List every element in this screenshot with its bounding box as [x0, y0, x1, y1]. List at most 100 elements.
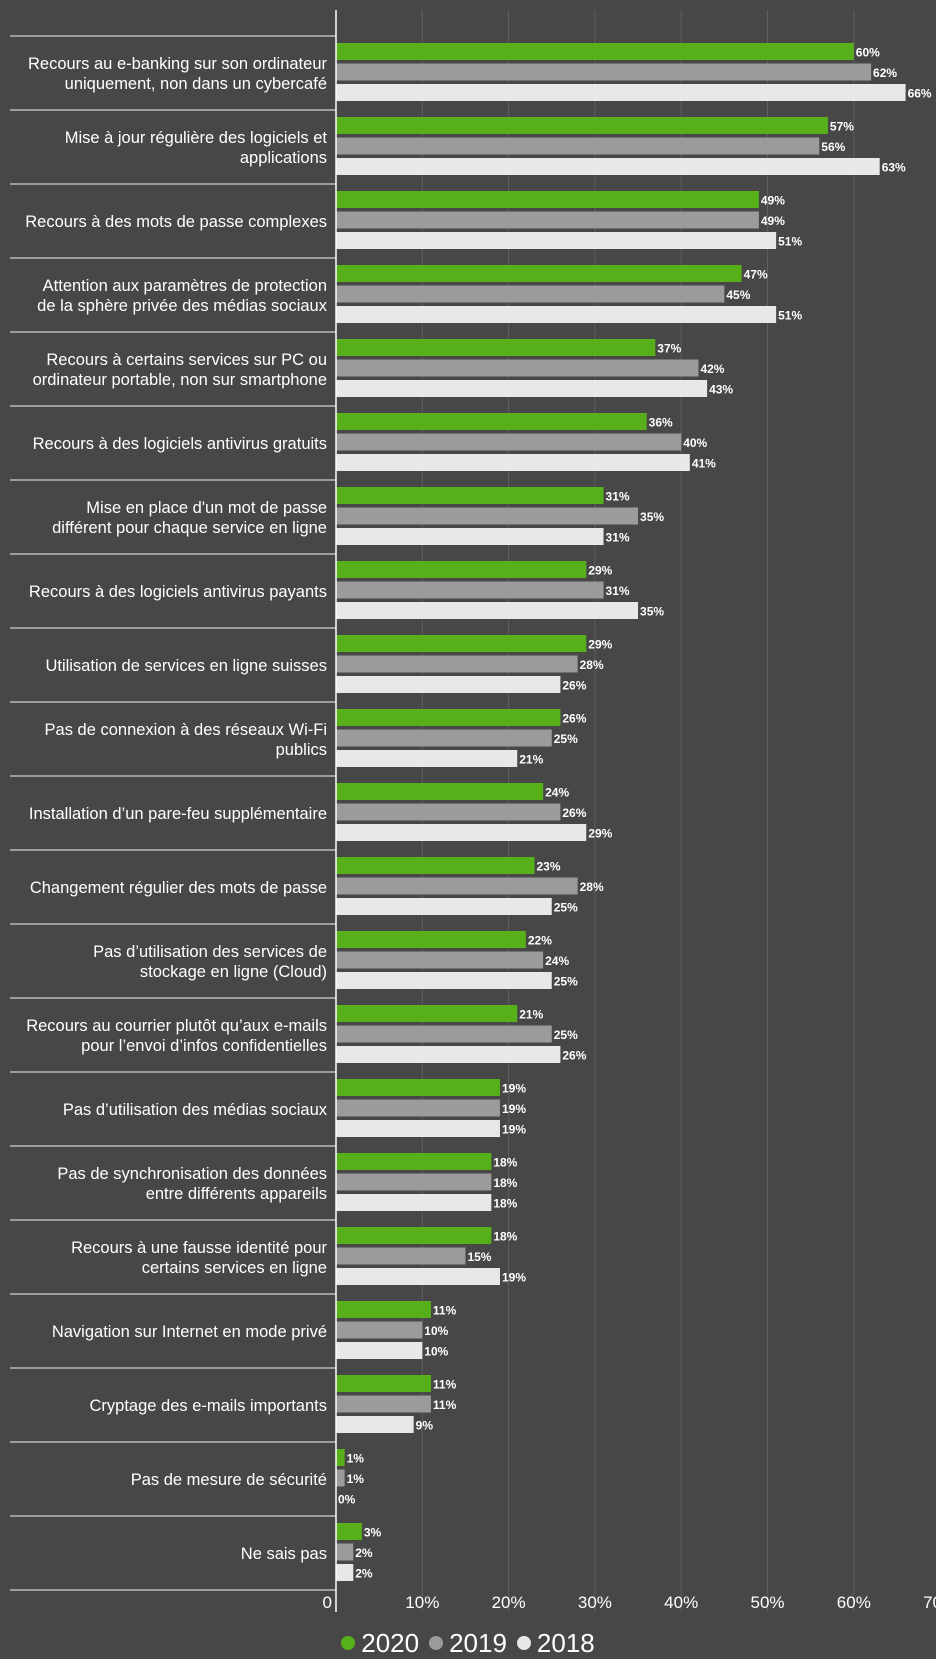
bar-2018: [336, 750, 518, 767]
bar-2020: [336, 1227, 492, 1244]
x-tick-label: 10%: [405, 1593, 439, 1612]
data-label-2019: 11%: [433, 1398, 457, 1412]
data-label-2019: 24%: [545, 954, 569, 968]
legend-item-2018: 2018: [516, 1628, 595, 1659]
bar-2020: [336, 1523, 362, 1540]
data-label-2018: 19%: [502, 1271, 526, 1285]
bar-2019: [336, 1469, 345, 1487]
data-label-2019: 42%: [700, 362, 724, 376]
category-label-line: Pas d’utilisation des médias sociaux: [63, 1101, 328, 1119]
bar-2019: [336, 729, 552, 747]
x-axis-tick-labels: 0 10% 20% 30% 40% 50% 60% 70%: [323, 1593, 936, 1612]
data-label-2019: 10%: [424, 1324, 448, 1338]
data-label-2018: 9%: [416, 1419, 434, 1433]
category-label: Recours à des logiciels antivirus gratui…: [33, 435, 327, 453]
bar-2019: [336, 1543, 354, 1561]
bar-2018: [336, 380, 708, 397]
bar-2020: [336, 561, 587, 578]
x-tick-label: 60%: [837, 1593, 871, 1612]
bar-2018: [336, 454, 690, 471]
category-label: Utilisation de services en ligne suisses: [45, 657, 327, 675]
data-label-2018: 19%: [502, 1123, 526, 1137]
category-label-line: Changement régulier des mots de passe: [30, 879, 327, 897]
data-label-2020: 24%: [545, 786, 569, 800]
bars: [336, 43, 906, 1581]
category-label-line: ordinateur portable, non sur smartphone: [33, 371, 327, 389]
value-labels: 60% 62% 66% 57% 56% 63% 49% 49% 51% 47% 45% 51% 37% 4…: [338, 46, 932, 1581]
category-label-line: Pas de synchronisation des données: [57, 1165, 327, 1183]
bar-2018: [336, 158, 880, 175]
legend-dot-2020: [341, 1636, 356, 1650]
category-label-line: Cryptage des e-mails importants: [89, 1397, 327, 1415]
bar-2020: [336, 931, 526, 948]
data-label-2018: 26%: [562, 679, 586, 693]
bar-2019: [336, 1395, 431, 1413]
data-label-2019: 49%: [761, 214, 785, 228]
bar-2019: [336, 137, 820, 155]
bar-2018: [336, 1194, 492, 1211]
category-label: Mise en place d'un mot de passe différent…: [52, 499, 327, 537]
legend-item-2019: 2019: [429, 1628, 507, 1659]
category-label-line: Installation d’un pare-feu supplémentair…: [29, 805, 327, 823]
category-label-line: Ne sais pas: [241, 1545, 327, 1563]
category-label: Cryptage des e-mails importants: [89, 1397, 327, 1415]
bar-2019: [336, 211, 759, 229]
category-label: Pas de connexion à des réseaux Wi-Fi publ…: [45, 721, 327, 759]
legend-item-2020: 2020: [341, 1628, 419, 1659]
data-label-2018: 0%: [338, 1493, 356, 1507]
data-label-2018: 10%: [424, 1345, 448, 1359]
category-label-line: Attention aux paramètres de protection: [43, 277, 327, 295]
data-label-2020: 29%: [588, 638, 612, 652]
bar-2018: [336, 1046, 561, 1063]
bar-2020: [336, 339, 656, 356]
bar-2018: [336, 232, 777, 249]
data-label-2020: 22%: [528, 934, 552, 948]
x-tick-label: 50%: [750, 1593, 784, 1612]
category-label: Pas de mesure de sécurité: [131, 1471, 327, 1489]
bar-2020: [336, 709, 561, 726]
bar-2019: [336, 1321, 423, 1339]
bar-2019: [336, 285, 725, 303]
data-label-2018: 25%: [554, 901, 578, 915]
bar-2020: [336, 857, 535, 874]
data-label-2019: 28%: [580, 880, 604, 894]
category-label-line: Recours au e-banking sur son ordinateur: [28, 55, 328, 73]
category-label-line: Recours à des logiciels antivirus payant…: [29, 583, 327, 601]
category-label-line: Navigation sur Internet en mode privé: [52, 1323, 327, 1341]
category-label-line: Recours à une fausse identité pour: [71, 1239, 327, 1257]
bar-2020: [336, 191, 759, 208]
category-label-line: différent pour chaque service en ligne: [52, 519, 327, 537]
legend: 2020 2019 2018: [0, 1628, 936, 1658]
data-label-2018: 51%: [778, 235, 802, 249]
data-label-2019: 40%: [683, 436, 707, 450]
data-label-2019: 45%: [726, 288, 750, 302]
bar-2020: [336, 1079, 500, 1096]
bar-2018: [336, 84, 906, 101]
data-label-2019: 35%: [640, 510, 664, 524]
legend-label-2019: 2019: [449, 1627, 507, 1658]
category-label-line: Utilisation de services en ligne suisses: [45, 657, 327, 675]
category-label: Recours à une fausse identité pour certai…: [71, 1239, 327, 1277]
category-label-line: Pas d’utilisation des services de: [93, 943, 327, 961]
bar-2018: [336, 972, 552, 989]
category-label: Ne sais pas: [241, 1545, 327, 1563]
data-label-2019: 2%: [355, 1546, 373, 1560]
data-label-2019: 56%: [821, 140, 845, 154]
category-label: Recours au courrier plutôt qu’aux e-mail…: [26, 1017, 327, 1055]
category-label-line: Mise en place d'un mot de passe: [86, 499, 327, 517]
data-label-2020: 47%: [744, 268, 768, 282]
data-label-2019: 15%: [467, 1250, 491, 1264]
category-label-line: publics: [276, 741, 327, 759]
data-label-2018: 18%: [493, 1197, 517, 1211]
data-label-2018: 21%: [519, 753, 543, 767]
data-label-2020: 60%: [856, 46, 880, 60]
category-label-line: uniquement, non dans un cybercafé: [65, 75, 327, 93]
bar-2018: [336, 1342, 423, 1359]
bar-2018: [336, 306, 777, 323]
bar-2018: [336, 676, 561, 693]
category-label-line: pour l’envoi d’infos confidentielles: [81, 1037, 327, 1055]
bar-2019: [336, 1247, 466, 1265]
bar-2020: [336, 635, 587, 652]
data-label-2020: 18%: [493, 1156, 517, 1170]
